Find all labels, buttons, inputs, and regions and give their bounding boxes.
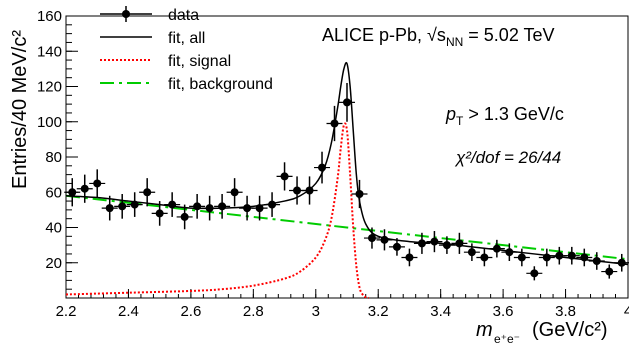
data-point: [193, 202, 202, 211]
x-tick-label: 2.4: [118, 303, 139, 320]
y-tick-label: 100: [37, 114, 62, 131]
data-point: [580, 253, 589, 262]
series-line-fit-signal: [65, 122, 370, 299]
data-point: [218, 202, 227, 211]
data-points: [64, 82, 629, 281]
data-point: [530, 269, 539, 278]
data-point: [330, 119, 339, 128]
legend: data fit, all fit, signal fit, background: [100, 6, 273, 93]
x-axis-label: m e⁺e⁻ (GeV/c²): [476, 319, 608, 346]
data-point: [280, 172, 289, 181]
x-axis-label-symbol: m: [476, 319, 493, 341]
x-tick-label: 3.4: [430, 303, 451, 320]
data-point: [367, 234, 376, 243]
data-point: [118, 202, 127, 211]
data-point: [617, 258, 626, 267]
y-tick-label: 140: [37, 43, 62, 60]
data-point: [355, 190, 364, 199]
data-point: [255, 204, 264, 213]
data-point: [293, 186, 302, 195]
y-tick-label: 160: [37, 8, 62, 25]
y-tick-label: 20: [45, 255, 62, 272]
data-point: [517, 253, 526, 262]
y-tick-label: 40: [45, 220, 62, 237]
x-axis-label-subscript: e⁺e⁻: [494, 332, 520, 346]
data-point: [542, 253, 551, 262]
experiment-subscript: NN: [446, 35, 463, 49]
x-tick-label: 3.6: [493, 303, 514, 320]
x-tick-label: 2.2: [56, 303, 77, 320]
data-point: [505, 248, 514, 257]
y-tick-label: 120: [37, 79, 62, 96]
data-point: [492, 244, 501, 253]
experiment-energy: = 5.02 TeV: [463, 25, 554, 45]
experiment-label: ALICE p-Pb, √sNN = 5.02 TeV: [322, 25, 555, 49]
legend-marker: [122, 10, 130, 18]
legend-label: fit, background: [168, 76, 273, 93]
data-point: [455, 239, 464, 248]
data-point: [605, 267, 614, 276]
data-point: [180, 212, 189, 221]
x-axis-label-units: (GeV/c²): [532, 319, 608, 341]
svg-text:pT > 1.3 GeV/c: pT > 1.3 GeV/c: [445, 104, 564, 128]
data-point: [105, 204, 114, 213]
chi2-label: χ²/dof = 26/44: [454, 148, 561, 167]
pt-cut-text: > 1.3 GeV/c: [463, 104, 564, 124]
data-point: [318, 163, 327, 172]
legend-label: fit, signal: [168, 53, 231, 70]
x-tick-label: 3: [312, 303, 320, 320]
data-point: [442, 241, 451, 250]
legend-label: fit, all: [168, 30, 205, 47]
y-tick-label: 80: [45, 149, 62, 166]
data-point: [93, 179, 102, 188]
data-point: [68, 188, 77, 197]
data-point: [230, 188, 239, 197]
svg-text:ALICE p-Pb, √sNN = 5.02 TeV: ALICE p-Pb, √sNN = 5.02 TeV: [322, 25, 555, 49]
data-point: [380, 235, 389, 244]
data-point: [417, 239, 426, 248]
data-point: [592, 256, 601, 265]
data-point: [143, 188, 152, 197]
x-tick-label: 4: [624, 303, 629, 320]
experiment-text: ALICE p-Pb, √s: [322, 25, 446, 45]
data-point: [130, 200, 139, 209]
data-point: [80, 184, 89, 193]
data-point: [405, 253, 414, 262]
data-point: [567, 251, 576, 260]
y-tick-label: 60: [45, 184, 62, 201]
data-point: [343, 98, 351, 107]
x-tick-label: 3.8: [555, 303, 576, 320]
data-point: [555, 251, 564, 260]
data-point: [205, 204, 214, 213]
legend-label: data: [168, 7, 199, 24]
data-point: [430, 237, 439, 246]
data-point: [243, 204, 252, 213]
series-line-fit-background: [65, 194, 629, 261]
x-tick-label: 3.2: [368, 303, 389, 320]
data-point: [268, 200, 277, 209]
data-point: [305, 186, 314, 195]
data-point: [467, 248, 476, 257]
data-point: [480, 253, 489, 262]
y-axis-label: Entries/40 MeV/c²: [9, 30, 31, 189]
data-point: [155, 209, 164, 218]
pt-symbol: p: [445, 104, 456, 124]
x-tick-label: 2.8: [243, 303, 264, 320]
axis-ticks: 2.2 2.4 2.6 2.8 3 3.2 3.4 3.6 3.8 4 20 40 60 80 100 120…: [37, 8, 629, 320]
data-point: [168, 200, 177, 209]
pt-subscript: T: [456, 114, 464, 128]
data-point: [392, 242, 401, 251]
x-tick-label: 2.6: [180, 303, 201, 320]
pt-cut-label: pT > 1.3 GeV/c: [445, 104, 564, 128]
